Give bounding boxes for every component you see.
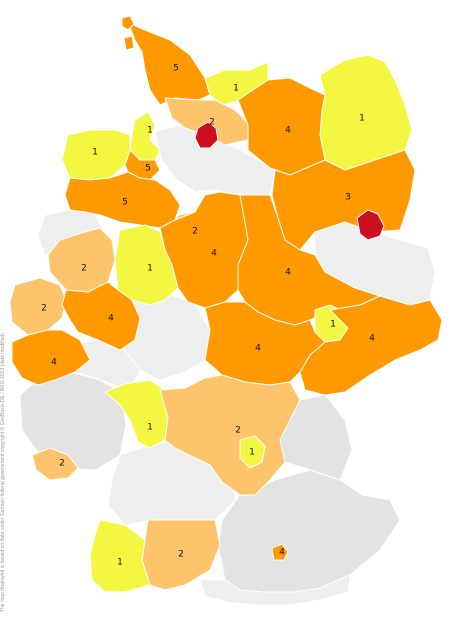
label-brandenburg-north: 4 <box>285 126 291 136</box>
label-bw-west: 1 <box>117 558 123 568</box>
region-franken[interactable] <box>159 374 301 496</box>
label-nuernberg: 1 <box>249 448 255 458</box>
label-schleswig-holstein: 5 <box>173 64 179 74</box>
region-berlin[interactable] <box>356 209 385 241</box>
region-labels: 5 1 1 2 4 1 1 5 5 3 2 4 4 2 1 2 4 4 1 4 … <box>41 64 375 568</box>
region-north-island-2[interactable] <box>123 35 135 51</box>
region-no-data-alps <box>199 574 351 606</box>
label-thueringen: 4 <box>255 344 261 354</box>
region-hamburg-city[interactable] <box>194 121 219 149</box>
label-nrw-south: 4 <box>51 358 57 368</box>
label-mv-east: 1 <box>359 114 365 124</box>
label-oldenburg: 5 <box>145 164 151 174</box>
label-muenchen: 4 <box>279 548 285 558</box>
label-sachsen: 4 <box>369 334 375 344</box>
label-friesland: 1 <box>147 126 153 136</box>
region-owl[interactable] <box>114 224 179 306</box>
label-saarland: 2 <box>59 459 65 469</box>
label-owl: 1 <box>147 264 153 274</box>
label-niedersachsen-south: 4 <box>211 249 217 259</box>
label-hessen-central: 1 <box>147 423 153 433</box>
region-muenchen[interactable] <box>271 543 289 561</box>
label-nrw-central: 4 <box>108 314 114 324</box>
region-thueringen[interactable] <box>204 301 326 386</box>
region-schleswig-holstein[interactable] <box>127 21 211 106</box>
label-mv-west: 1 <box>233 84 239 94</box>
label-niedersachsen-west: 5 <box>122 198 128 208</box>
region-nrw-west[interactable] <box>9 277 67 336</box>
label-nrw-north: 2 <box>81 264 87 274</box>
region-nrw-central[interactable] <box>61 281 141 351</box>
data-regions <box>9 15 443 593</box>
label-sachsen-anhalt: 4 <box>285 268 291 278</box>
region-saarland[interactable] <box>31 447 79 481</box>
region-nuernberg[interactable] <box>239 435 266 469</box>
label-brandenburg-east: 3 <box>345 193 351 203</box>
region-bw-west[interactable] <box>89 519 151 593</box>
label-hamburg: 2 <box>209 118 215 128</box>
label-leipzig: 1 <box>330 320 336 330</box>
attribution-text: The map displayed is based on data under… <box>0 331 6 612</box>
label-emsland-north: 1 <box>92 148 98 158</box>
label-bw-south: 2 <box>178 550 184 560</box>
label-franken: 2 <box>235 426 241 436</box>
label-nrw-west: 2 <box>41 304 47 314</box>
region-friesland[interactable] <box>129 111 161 161</box>
region-north-island-1[interactable] <box>121 15 135 31</box>
region-brandenburg-north[interactable] <box>237 77 326 176</box>
region-nrw-south[interactable] <box>11 329 91 386</box>
label-hannover-south: 2 <box>192 227 198 237</box>
